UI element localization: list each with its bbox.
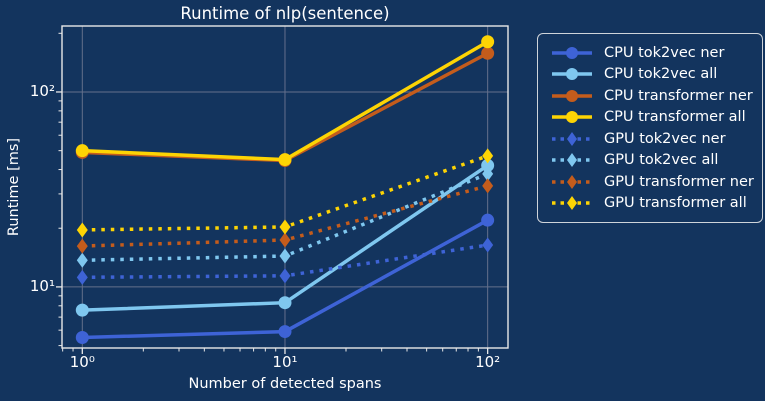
chart-title: Runtime of nlp(sentence) [180, 4, 390, 23]
series-cpu-tok2vec-ner [75, 213, 495, 345]
solid-line-circle-icon [552, 89, 592, 102]
diamond-marker [76, 252, 88, 268]
y-axis-label: Runtime [ms] [6, 137, 22, 237]
diamond-marker [76, 269, 88, 285]
series-cpu-tok2vec-all [75, 158, 495, 317]
solid-line-circle-icon [552, 46, 592, 59]
legend-item-cpu-transformer-ner: CPU transformer ner [550, 85, 753, 107]
diamond-marker [76, 222, 88, 238]
legend-item-gpu-transformer-all: GPU transformer all [550, 193, 750, 215]
diamond-marker [482, 166, 494, 182]
diamond-marker [279, 268, 291, 284]
circle-marker [75, 303, 89, 317]
diamond-marker [482, 148, 494, 164]
legend-circle-marker [566, 111, 578, 124]
legend-diamond-marker [567, 131, 577, 146]
circle-marker [278, 325, 292, 339]
legend-label: CPU tok2vec ner [604, 44, 725, 61]
circle-marker [278, 153, 292, 167]
diamond-marker [279, 232, 291, 248]
dotted-line-diamond-icon [552, 196, 592, 211]
diamond-marker [482, 237, 494, 253]
series-gpu-transformer-all [76, 148, 494, 238]
legend: CPU tok2vec ner CPU tok2vec all CPU transf… [537, 33, 763, 223]
solid-line-circle-icon [552, 111, 592, 124]
circle-marker [481, 35, 495, 49]
legend-item-cpu-tok2vec-ner: CPU tok2vec ner [550, 42, 750, 64]
circle-marker [75, 144, 89, 158]
circle-marker [278, 296, 292, 310]
circle-marker [481, 158, 495, 172]
dotted-line-diamond-icon [552, 131, 592, 146]
legend-item-cpu-transformer-all: CPU transformer all [550, 107, 750, 129]
diamond-marker [482, 178, 494, 194]
circle-marker [481, 213, 495, 227]
x-tick-label: 10¹ [272, 353, 298, 371]
legend-diamond-marker [567, 196, 577, 211]
circle-marker [75, 331, 89, 345]
legend-label: CPU tok2vec all [604, 66, 718, 83]
series-gpu-tok2vec-ner [76, 237, 494, 285]
legend-label: GPU tok2vec all [604, 152, 719, 169]
y-tick-label: 10¹ [29, 276, 55, 295]
series-gpu-tok2vec-all [76, 166, 494, 268]
legend-circle-marker [566, 46, 578, 59]
series-gpu-transformer-ner [76, 178, 494, 254]
legend-circle-marker [566, 68, 578, 81]
legend-item-cpu-tok2vec-all: CPU tok2vec all [550, 64, 750, 86]
y-tick-label: 10² [29, 81, 55, 100]
x-tick-label: 10² [475, 353, 501, 371]
legend-label: GPU transformer ner [604, 173, 754, 190]
legend-item-gpu-tok2vec-ner: GPU tok2vec ner [550, 128, 750, 150]
legend-diamond-marker [567, 153, 577, 168]
legend-item-gpu-transformer-ner: GPU transformer ner [550, 171, 754, 193]
legend-circle-marker [566, 89, 578, 102]
diamond-marker [279, 248, 291, 264]
x-tick-label: 10⁰ [69, 353, 95, 371]
legend-item-gpu-tok2vec-all: GPU tok2vec all [550, 150, 750, 172]
legend-diamond-marker [567, 174, 577, 189]
legend-label: CPU transformer all [604, 109, 746, 126]
legend-label: GPU transformer all [604, 195, 747, 212]
dotted-line-diamond-icon [552, 153, 592, 168]
solid-line-circle-icon [552, 68, 592, 81]
diamond-marker [279, 219, 291, 235]
series-cpu-transformer-all [75, 35, 495, 167]
circle-marker [481, 46, 495, 60]
diamond-marker [76, 238, 88, 254]
legend-label: CPU transformer ner [604, 87, 753, 104]
legend-label: GPU tok2vec ner [604, 130, 726, 147]
dotted-line-diamond-icon [552, 174, 592, 189]
x-axis-label: Number of detected spans [188, 376, 382, 392]
